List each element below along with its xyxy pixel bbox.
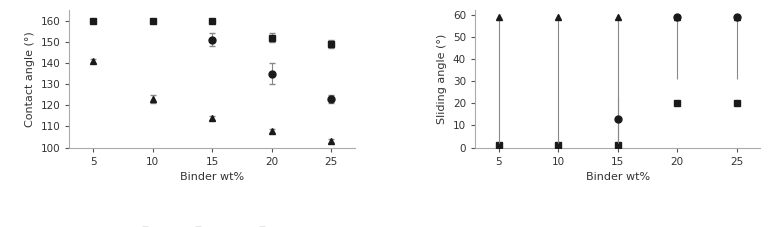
- Line: ECA: ECA: [495, 100, 740, 149]
- ECA: [732, 102, 741, 105]
- ECA: [494, 144, 503, 147]
- Y-axis label: Contact angle (°): Contact angle (°): [25, 31, 36, 127]
- Y-axis label: Sliding angle (°): Sliding angle (°): [437, 34, 447, 124]
- ECA: [672, 102, 682, 105]
- ECA: [613, 144, 622, 147]
- Legend: ECA, Epoxy, UA: ECA, Epoxy, UA: [130, 224, 294, 227]
- Legend: ECA, Epoxy, UA: ECA, Epoxy, UA: [536, 224, 699, 227]
- ECA: [554, 144, 563, 147]
- X-axis label: Binder wt%: Binder wt%: [180, 172, 244, 182]
- X-axis label: Binder wt%: Binder wt%: [586, 172, 650, 182]
